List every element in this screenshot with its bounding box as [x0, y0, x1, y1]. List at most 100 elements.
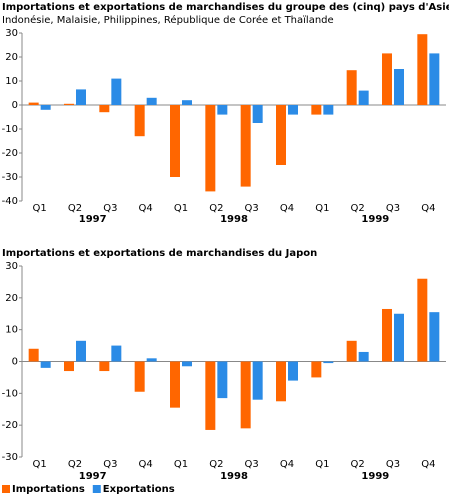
x-tick-label: Q2 [209, 459, 223, 470]
x-tick-label: Q4 [139, 459, 153, 470]
bar [346, 70, 357, 105]
y-tick-label: -10 [2, 388, 18, 399]
bar [417, 34, 428, 106]
bar [394, 313, 404, 362]
x-tick-label: Q3 [103, 459, 117, 470]
x-tick-label: Q4 [280, 459, 294, 470]
bar [111, 78, 122, 105]
legend-label: Importations [12, 484, 85, 495]
bar [252, 361, 263, 400]
bar [217, 105, 228, 115]
bar [40, 105, 51, 110]
bar [170, 361, 180, 408]
y-tick-label: 0 [12, 100, 18, 111]
x-tick-label: Q3 [386, 459, 400, 470]
bar [170, 105, 180, 177]
x-tick-label: Q1 [33, 459, 47, 470]
bar [252, 105, 263, 123]
bar [111, 345, 122, 362]
bar [28, 348, 39, 362]
bar [417, 278, 428, 362]
x-tick-label: Q1 [315, 203, 329, 214]
bar [146, 97, 157, 105]
x-tick-label: Q1 [174, 459, 188, 470]
x-tick-label: Q4 [421, 203, 435, 214]
x-tick-label: Q4 [421, 459, 435, 470]
bar [240, 361, 251, 429]
x-tick-label: Q2 [351, 459, 365, 470]
y-tick-label: -20 [2, 148, 18, 159]
y-tick-label: 0 [12, 357, 18, 368]
x-tick-label: Q1 [33, 203, 47, 214]
year-label: 1999 [361, 214, 389, 225]
bar [382, 53, 392, 105]
x-tick-label: Q3 [245, 459, 259, 470]
y-tick-label: -40 [2, 196, 18, 207]
bar [358, 90, 369, 105]
bar [40, 361, 51, 368]
y-tick-label: 30 [5, 28, 18, 39]
chart-subtitle: Indonésie, Malaisie, Philippines, Républ… [2, 14, 334, 26]
bar [182, 100, 192, 105]
bar [76, 340, 86, 362]
x-tick-label: Q1 [174, 203, 188, 214]
bar [288, 105, 298, 115]
y-tick-label: 20 [5, 293, 18, 304]
bar [311, 105, 322, 115]
bar [64, 361, 74, 372]
bar [205, 105, 216, 192]
year-label: 1998 [220, 214, 248, 225]
y-tick-label: -10 [2, 124, 18, 135]
legend-label: Exportations [103, 484, 175, 495]
bar [182, 361, 192, 367]
bar [217, 361, 228, 399]
bar [146, 358, 157, 362]
chart-title: Importations et exportations de marchand… [2, 248, 317, 259]
year-label: 1998 [220, 471, 248, 482]
bar [394, 69, 404, 105]
x-tick-label: Q3 [103, 203, 117, 214]
x-tick-label: Q3 [386, 203, 400, 214]
bar [323, 105, 334, 115]
bar [429, 53, 440, 105]
y-tick-label: 10 [5, 325, 18, 336]
bar [429, 312, 440, 362]
bar [99, 361, 110, 372]
y-tick-label: 30 [5, 261, 18, 272]
bar [276, 361, 286, 402]
bar [134, 361, 145, 392]
bar [276, 105, 286, 165]
x-tick-label: Q2 [209, 203, 223, 214]
bar [76, 89, 86, 105]
y-tick-label: -20 [2, 420, 18, 431]
x-tick-label: Q3 [245, 203, 259, 214]
x-tick-label: Q1 [315, 459, 329, 470]
year-label: 1997 [79, 214, 107, 225]
bar [134, 105, 145, 137]
y-tick-label: 20 [5, 52, 18, 63]
x-tick-label: Q4 [139, 203, 153, 214]
bar [205, 361, 216, 430]
bar [28, 102, 39, 105]
chart-title: Importations et exportations de marchand… [2, 2, 449, 13]
bar [240, 105, 251, 187]
year-label: 1999 [361, 471, 389, 482]
legend-swatch [92, 485, 101, 493]
y-tick-label: -30 [2, 172, 18, 183]
bar [288, 361, 298, 381]
x-tick-label: Q2 [351, 203, 365, 214]
bar [382, 308, 392, 362]
bar [346, 340, 357, 362]
bar [99, 105, 110, 113]
y-tick-label: -30 [2, 452, 18, 463]
bar [358, 351, 369, 362]
year-label: 1997 [79, 471, 107, 482]
bar [64, 103, 74, 105]
bar [323, 361, 334, 364]
x-tick-label: Q4 [280, 203, 294, 214]
bar [311, 361, 322, 378]
x-tick-label: Q2 [68, 203, 82, 214]
legend-swatch [2, 485, 10, 493]
x-tick-label: Q2 [68, 459, 82, 470]
